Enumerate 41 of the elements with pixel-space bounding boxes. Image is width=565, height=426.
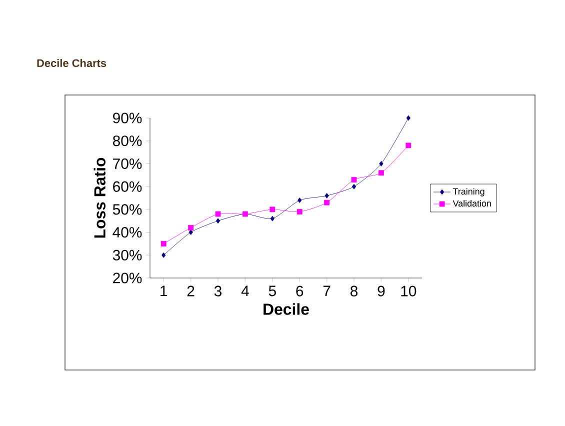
x-axis-title: Decile <box>264 303 309 315</box>
y-tick-label: 30% <box>112 250 142 260</box>
point <box>352 184 356 190</box>
y-tick-label: 60% <box>113 181 142 192</box>
point <box>188 225 194 230</box>
y-tick-label: 20% <box>113 272 142 284</box>
point <box>378 170 384 176</box>
point <box>215 211 221 217</box>
x-tick-label: 8 <box>350 286 358 296</box>
point <box>298 198 302 203</box>
x-tick-label: 5 <box>268 286 276 296</box>
y-tick-label: 70% <box>113 158 142 170</box>
y-tick-label: 90% <box>113 112 142 124</box>
point <box>296 209 302 214</box>
point <box>324 193 329 198</box>
point <box>188 230 193 235</box>
point <box>379 161 384 166</box>
point <box>406 115 410 121</box>
x-tick-label: 9 <box>378 286 385 296</box>
x-tick-label: 2 <box>187 286 194 296</box>
x-tick-label: 3 <box>214 286 222 296</box>
point <box>324 200 330 206</box>
x-tick-label: 4 <box>241 286 249 296</box>
y-tick-label: 50% <box>112 204 142 215</box>
y-axis-title: Loss Ratio <box>94 158 106 238</box>
point <box>160 241 166 246</box>
y-tick-label: 40% <box>112 226 142 238</box>
y-tick-label: 80% <box>112 136 142 146</box>
x-tick-label: 1 <box>160 286 168 296</box>
point <box>270 216 274 222</box>
chart-title: Decile Charts <box>37 58 106 68</box>
x-tick-label: 10 <box>401 286 416 296</box>
point <box>270 206 276 212</box>
point <box>216 218 220 224</box>
x-tick-label: 7 <box>323 286 330 296</box>
legend-label: Validation <box>452 200 491 207</box>
point <box>406 142 412 148</box>
point <box>162 252 166 258</box>
point <box>351 177 357 182</box>
x-tick-label: 6 <box>296 286 304 296</box>
legend-label: Training <box>452 188 484 196</box>
